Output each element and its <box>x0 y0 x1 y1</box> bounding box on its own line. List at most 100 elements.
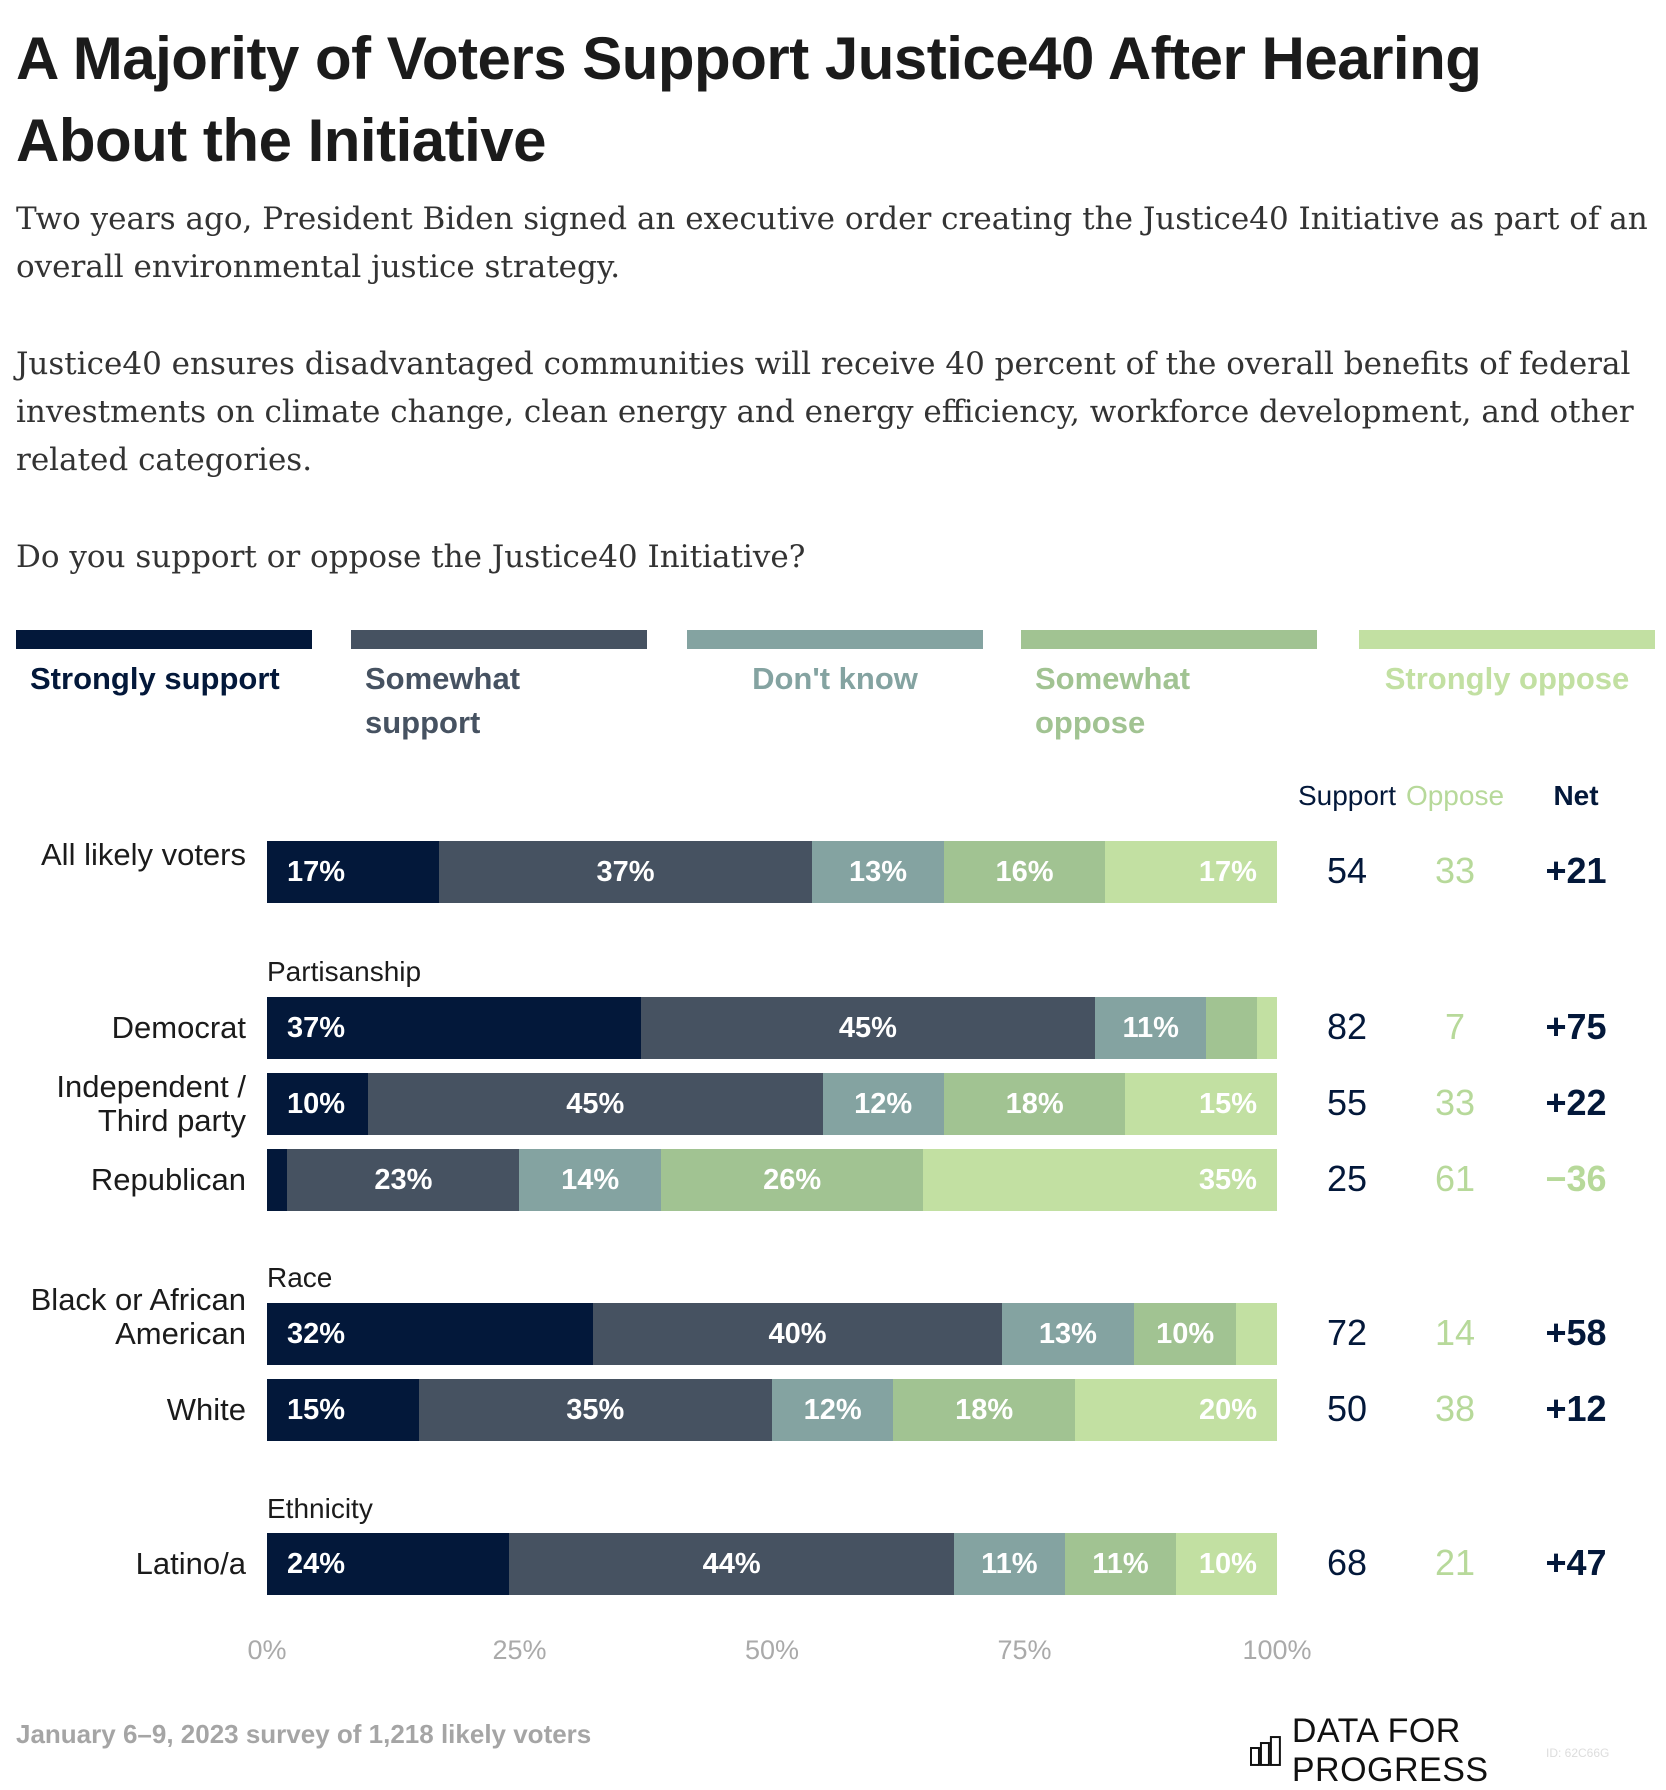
x-tick-label: 75% <box>997 1635 1052 1665</box>
bar-segment: 11% <box>953 1533 1065 1595</box>
column-header-net: Net <box>1553 780 1599 811</box>
support-value: 68 <box>1326 1542 1368 1583</box>
segment-label: 15% <box>1198 1087 1257 1120</box>
bar-segment: 24% <box>267 1533 510 1595</box>
row-label: Democrat <box>111 1010 246 1045</box>
bar-segment: 14% <box>519 1149 661 1211</box>
bar-segment: 13% <box>812 841 944 903</box>
description-paragraph: Justice40 ensures disadvantaged communit… <box>16 346 1634 478</box>
section-label: Ethnicity <box>267 1493 373 1524</box>
bar-segment <box>1206 997 1257 1059</box>
question-text: Do you support or oppose the Justice40 I… <box>16 539 806 575</box>
legend-swatch <box>16 630 312 649</box>
bar-segment: 20% <box>1074 1379 1277 1441</box>
support-value: 55 <box>1326 1082 1368 1123</box>
bar-segment: 15% <box>267 1379 419 1441</box>
segment-label: 45% <box>566 1087 625 1120</box>
net-value: +22 <box>1545 1082 1607 1123</box>
segment-label: 12% <box>854 1087 913 1120</box>
bar-segment: 16% <box>943 841 1106 903</box>
segment-label: 12% <box>803 1393 862 1426</box>
legend-item: Don't know <box>687 630 983 701</box>
legend-label: Somewhat oppose <box>1035 661 1191 740</box>
support-value: 72 <box>1326 1312 1368 1353</box>
bar-segment: 15% <box>1125 1073 1277 1135</box>
x-tick-label: 0% <box>247 1635 287 1665</box>
legend-item: Somewhat oppose <box>1021 630 1317 745</box>
bar-segment <box>1236 1303 1277 1365</box>
stacked-bar: 10% 45% 12% 18% 15% <box>267 1073 1277 1135</box>
chart-title: A Majority of Voters Support Justice40 A… <box>16 25 1482 174</box>
bar-segment: 45% <box>368 1073 823 1135</box>
segment-label: 44% <box>702 1547 761 1580</box>
logo-text: DATA FOR PROGRESS <box>1291 1712 1489 1789</box>
support-value: 50 <box>1326 1388 1368 1429</box>
row-label: Republican <box>90 1162 246 1197</box>
bar-segment: 11% <box>1095 997 1207 1059</box>
segment-label: 23% <box>374 1163 433 1196</box>
segment-label: 20% <box>1198 1393 1257 1426</box>
legend-swatch <box>687 630 983 649</box>
support-value: 82 <box>1326 1006 1368 1047</box>
net-value: +21 <box>1545 850 1607 891</box>
intro-paragraph: Two years ago, President Biden signed an… <box>16 201 1648 285</box>
bar-segment: 10% <box>267 1073 368 1135</box>
column-header-oppose: Oppose <box>1405 780 1505 811</box>
net-value: +58 <box>1545 1312 1607 1353</box>
segment-label: 40% <box>768 1317 827 1350</box>
bar-segment: 17% <box>267 841 439 903</box>
legend-label: Strongly support <box>30 661 280 696</box>
segment-label: 37% <box>287 1011 346 1044</box>
bar-segment: 12% <box>772 1379 894 1441</box>
legend-item: Strongly support <box>16 630 312 701</box>
bar-segment: 37% <box>267 997 641 1059</box>
stacked-bar: 23% 14% 26% 35% <box>267 1149 1277 1211</box>
bar-segment: 18% <box>943 1073 1126 1135</box>
source-note: January 6–9, 2023 survey of 1,218 likely… <box>16 1719 592 1749</box>
net-value: +47 <box>1545 1542 1607 1583</box>
bar-segment: 45% <box>640 997 1096 1059</box>
section-label: Race <box>267 1262 333 1293</box>
net-value: +75 <box>1545 1006 1607 1047</box>
legend-label: Somewhat support <box>365 661 521 740</box>
segment-label: 37% <box>596 855 655 888</box>
segment-label: 10% <box>287 1087 346 1120</box>
row-label: Independent / Third party <box>56 1069 246 1138</box>
bar-segment: 18% <box>893 1379 1075 1441</box>
bar-segment: 26% <box>660 1149 924 1211</box>
bar-segment: 40% <box>593 1303 1002 1365</box>
segment-label: 10% <box>1198 1547 1257 1580</box>
legend-swatch <box>351 630 647 649</box>
bar-segment: 32% <box>267 1303 594 1365</box>
legend-swatch <box>1021 630 1317 649</box>
oppose-value: 61 <box>1434 1158 1476 1199</box>
x-tick-label: 100% <box>1242 1635 1312 1665</box>
segment-label: 11% <box>981 1547 1038 1580</box>
segment-label: 26% <box>763 1163 822 1196</box>
segment-label: 18% <box>1005 1087 1064 1120</box>
segment-label: 35% <box>566 1393 625 1426</box>
bar-segment: 37% <box>438 841 813 903</box>
stacked-bar: 32% 40% 13% 10% <box>267 1303 1277 1365</box>
bar-segment: 35% <box>923 1149 1277 1211</box>
segment-label: 11% <box>1092 1547 1149 1580</box>
bar-segment: 44% <box>509 1533 954 1595</box>
row-label: Latino/a <box>135 1546 246 1581</box>
stacked-bar: 15% 35% 12% 18% 20% <box>267 1379 1277 1441</box>
column-header-support: Support <box>1297 780 1397 811</box>
segment-label: 32% <box>287 1317 346 1350</box>
stacked-bar: 24% 44% 11% 11% 10% <box>267 1533 1277 1595</box>
bar-segment <box>267 1149 288 1211</box>
bar-segment: 11% <box>1064 1533 1176 1595</box>
chart-id: ID: 62C66G <box>1546 1746 1610 1760</box>
segment-label: 13% <box>849 855 908 888</box>
x-tick-label: 50% <box>744 1635 800 1665</box>
legend-item: Somewhat support <box>351 630 647 745</box>
support-value: 54 <box>1326 850 1368 891</box>
legend-label: Strongly oppose <box>1384 661 1630 696</box>
bar-segment: 17% <box>1105 841 1277 903</box>
row-label: White <box>166 1392 246 1427</box>
oppose-value: 21 <box>1434 1542 1476 1583</box>
segment-label: 24% <box>287 1547 346 1580</box>
bar-segment: 35% <box>418 1379 772 1441</box>
